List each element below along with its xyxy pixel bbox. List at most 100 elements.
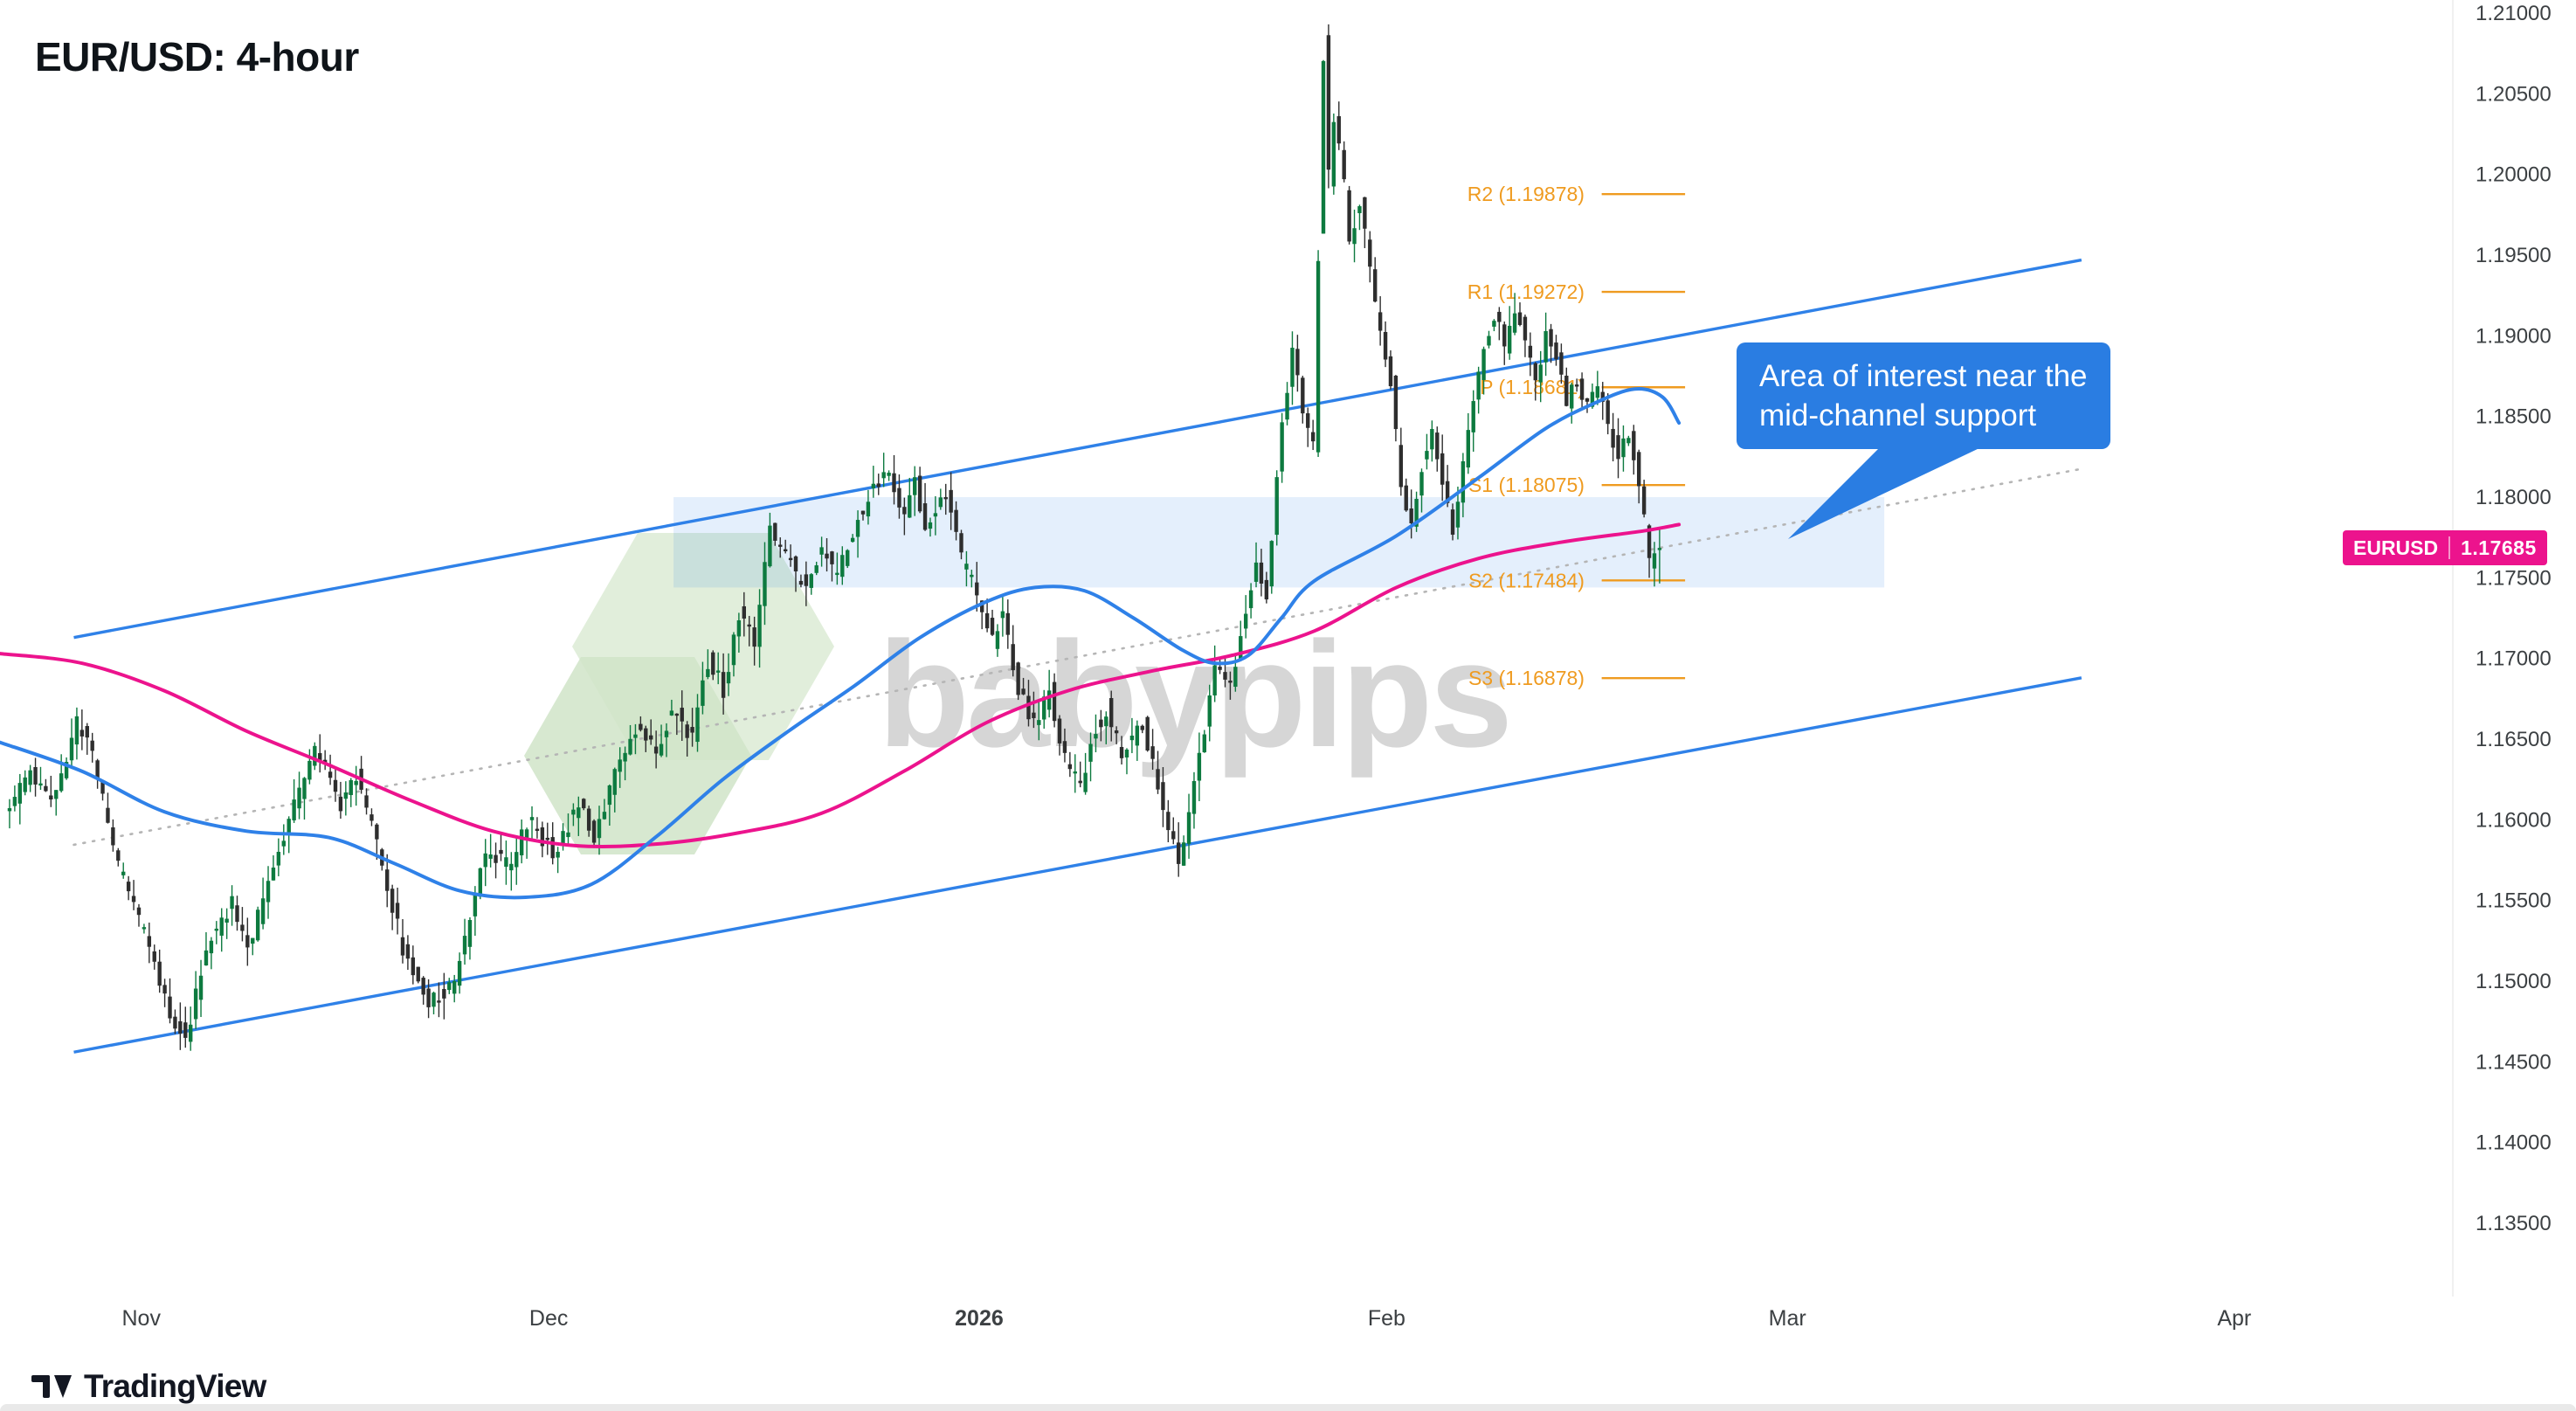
ma-line-blue[interactable] — [0, 387, 1682, 900]
candle-body — [653, 746, 659, 754]
candle-body — [529, 817, 535, 820]
candle-body — [162, 985, 167, 994]
tradingview-attribution[interactable]: TradingView — [31, 1368, 266, 1405]
pivot-label: P (1.18681) — [1480, 376, 1585, 398]
candle-body — [726, 672, 731, 684]
candle-body — [1570, 384, 1574, 409]
candle-body — [1398, 445, 1404, 488]
candle-body — [338, 796, 343, 812]
candle-body — [1626, 438, 1631, 444]
candle-body — [913, 477, 917, 495]
candle-body — [17, 783, 22, 804]
price-axis-label: 1.14000 — [2476, 1131, 2552, 1155]
candle-body — [1129, 735, 1135, 741]
candle-body — [1316, 260, 1321, 453]
candle-body — [1088, 744, 1093, 762]
candle-body — [669, 710, 674, 716]
candle-body — [674, 713, 680, 716]
candle-body — [825, 553, 829, 559]
candle-body — [1321, 60, 1326, 234]
time-axis-label: Nov — [122, 1306, 162, 1331]
candle-body — [1528, 345, 1533, 358]
candle-body — [964, 564, 969, 570]
candle-body — [1419, 472, 1424, 496]
candle-body — [612, 769, 617, 795]
price-axis-label: 1.19000 — [2476, 324, 2552, 348]
candle-body — [1062, 741, 1067, 753]
candle-body — [721, 672, 726, 698]
candle-body — [214, 928, 219, 931]
candle-body — [271, 868, 276, 881]
candle-body — [830, 551, 834, 564]
candle-body — [1248, 590, 1253, 609]
candle-body — [1450, 509, 1455, 535]
candle-body — [354, 780, 358, 785]
candle-body — [1590, 391, 1595, 407]
candle-body — [442, 988, 446, 999]
pivot-label: S3 (1.16878) — [1468, 667, 1585, 689]
candle-body — [313, 745, 317, 766]
channel-lower-line[interactable] — [73, 676, 2082, 1054]
candle-body — [902, 507, 907, 515]
candle-body — [457, 960, 462, 986]
candle-body — [121, 871, 126, 875]
channel-upper-line[interactable] — [73, 258, 2082, 640]
candle-body — [1083, 772, 1088, 792]
candle-body — [1026, 695, 1031, 720]
candle-body — [1264, 579, 1269, 600]
candle-body — [556, 851, 560, 858]
candle-body — [1301, 377, 1305, 414]
candle-body — [1471, 401, 1475, 432]
candle-body — [1207, 695, 1212, 727]
time-axis-label: Apr — [2217, 1306, 2251, 1331]
candle-body — [90, 740, 94, 751]
candle-body — [649, 735, 653, 740]
candle-body — [680, 708, 684, 722]
price-tag[interactable]: EURUSD 1.17685 — [2343, 530, 2547, 565]
candle-body — [1652, 553, 1657, 569]
candle-body — [788, 557, 793, 561]
time-axis-label: Feb — [1368, 1306, 1405, 1331]
candle-body — [798, 580, 804, 585]
time-axis[interactable] — [0, 1297, 2453, 1411]
candle-body — [1228, 680, 1233, 683]
tradingview-logo-icon — [31, 1375, 72, 1398]
candle-body — [1657, 548, 1662, 550]
candle-body — [701, 680, 705, 706]
ma-line-pink[interactable] — [0, 522, 1682, 849]
candle-body — [633, 734, 638, 738]
candle-body — [979, 600, 984, 612]
price-axis-label: 1.20000 — [2476, 163, 2552, 187]
candle-body — [860, 510, 866, 515]
candle-body — [204, 950, 209, 965]
candle-body — [1171, 831, 1176, 840]
candle-body — [432, 993, 436, 1007]
time-axis-label: Mar — [1769, 1306, 1806, 1331]
candle-body — [178, 1020, 183, 1034]
candle-body — [1409, 508, 1413, 524]
area-of-interest-zone[interactable] — [673, 497, 1885, 588]
candle-body — [1005, 612, 1010, 635]
callout-text-line1: Area of interest near the — [1759, 359, 2088, 393]
candle-body — [1037, 720, 1041, 725]
candle-body — [747, 624, 751, 627]
candle-body — [411, 957, 416, 976]
candle-body — [447, 982, 452, 991]
candle-body — [933, 513, 938, 517]
candle-body — [1135, 725, 1140, 746]
callout-tail — [1788, 447, 1981, 539]
candle-body — [892, 473, 896, 493]
price-axis-label: 1.21000 — [2476, 2, 2552, 25]
candle-body — [23, 777, 27, 792]
callout-annotation[interactable]: Area of interest near the mid-channel su… — [1737, 342, 2110, 449]
price-tag-symbol: EURUSD — [2353, 536, 2439, 559]
candle-body — [1497, 311, 1502, 322]
candle-body — [385, 869, 390, 891]
candle-body — [908, 495, 912, 518]
candle-body — [1253, 562, 1259, 582]
candle-body — [219, 917, 224, 936]
candle-body — [64, 762, 69, 778]
channel-midline[interactable] — [73, 467, 2083, 847]
candle-body — [1507, 325, 1512, 354]
